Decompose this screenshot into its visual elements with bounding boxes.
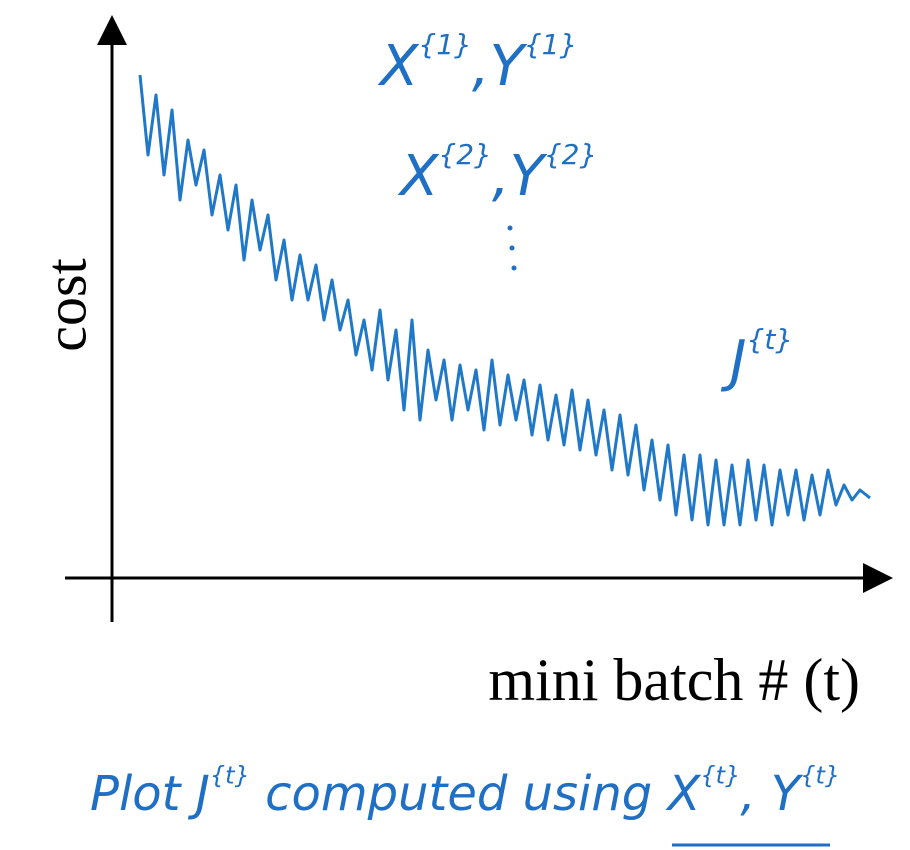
text-segment: X (397, 144, 440, 209)
annotation: X{1}​,Y{1}​ (377, 28, 577, 99)
vertical-dots (507, 225, 517, 271)
text-segment: , (472, 34, 490, 99)
superscript: {1} (418, 28, 471, 61)
superscript: {2} (544, 138, 597, 171)
text-segment: , (492, 144, 510, 209)
superscript: {t} (210, 762, 250, 790)
text-segment: Plot J (90, 766, 210, 822)
text-segment: computed using (250, 766, 668, 822)
superscript: {t} (747, 323, 794, 356)
caption: Plot J{t}​ computed using X{t}​, Y{t}​ (90, 762, 840, 822)
superscript: {2} (438, 138, 491, 171)
text-segment: Y (510, 144, 548, 209)
superscript: {t} (800, 762, 840, 790)
cost-curve (138, 74, 871, 527)
superscript: {t} (700, 762, 740, 790)
text-segment: J (720, 329, 747, 394)
text-segment: Y (490, 34, 528, 99)
y-axis-label: cost (33, 258, 98, 351)
x-axis-label: mini batch # (t) (488, 647, 860, 713)
text-segment: Y (771, 766, 804, 822)
annotation: J{t}​ (720, 323, 793, 394)
text-segment: X (377, 34, 420, 99)
text-segment: , (740, 766, 771, 822)
text-segment: X (665, 766, 702, 822)
annotation: X{2}​,Y{2}​ (397, 138, 597, 209)
superscript: {1} (524, 28, 577, 61)
